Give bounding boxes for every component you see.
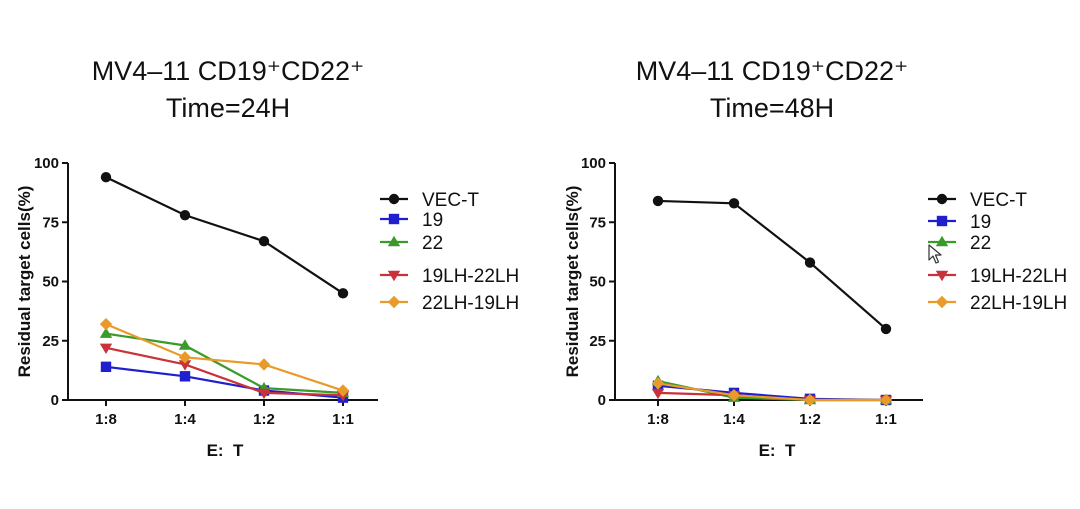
chart-48h: MV4–11 CD19⁺CD22⁺ Time=48H 0 25 50 75 100 1:8 1:… [563, 56, 1067, 460]
data-point [879, 393, 893, 407]
data-point [178, 339, 192, 350]
series-line [105, 176, 344, 295]
data-point [179, 371, 191, 382]
legend-item: 22 [928, 233, 991, 254]
series-19LH-22LH [99, 343, 350, 402]
x-axis-label: E: T [759, 441, 796, 460]
chart-title-line-2: Time=24H [166, 93, 290, 123]
legend-label: VEC-T [422, 190, 479, 211]
x-tick-label: 1:2 [799, 411, 821, 428]
data-point [880, 323, 892, 335]
legend-marker [387, 270, 401, 282]
chart-title-line-1: MV4–11 CD19⁺CD22⁺ [92, 56, 365, 86]
x-tick-label: 1:8 [647, 411, 669, 428]
legend-marker [935, 235, 949, 247]
data-point [99, 317, 113, 331]
legend-label: 19LH-22LH [970, 266, 1067, 287]
y-tick-label: 25 [42, 333, 59, 350]
legend-label: VEC-T [970, 190, 1027, 211]
mouse-cursor-icon [928, 244, 942, 264]
data-point [179, 209, 191, 221]
series-line [657, 199, 887, 330]
y-axis-label: Residual target cells(%) [15, 186, 34, 378]
data-point [257, 388, 271, 400]
legend-label: 19LH-22LH [422, 266, 519, 287]
series-line [105, 323, 344, 392]
data-point [651, 377, 665, 390]
series-VEC-T [652, 195, 892, 335]
legend-item: VEC-T [380, 190, 479, 211]
x-tick-label: 1:8 [95, 411, 117, 428]
data-point [803, 393, 817, 407]
y-tick-label: 0 [598, 392, 606, 409]
legend-item: 19 [380, 210, 443, 231]
legend-item: 22 [380, 233, 443, 254]
data-point [99, 327, 113, 338]
data-point [337, 288, 349, 299]
x-axis-label: E: T [207, 441, 244, 460]
legend-item: 19LH-22LH [928, 266, 1067, 287]
chart-24h: MV4–11 CD19⁺CD22⁺ Time=24H 0 25 50 75 100 1:8 1:… [15, 56, 519, 460]
data-point [100, 172, 112, 183]
legend-item: VEC-T [928, 190, 1027, 211]
data-point [100, 361, 112, 373]
y-tick-label: 75 [589, 214, 606, 231]
legend-label: 22 [422, 233, 443, 254]
data-point [336, 384, 350, 397]
data-point [651, 388, 665, 400]
legend-label: 19 [422, 210, 443, 231]
data-point [804, 257, 816, 268]
y-tick-label: 100 [34, 155, 59, 172]
x-tick-label: 1:2 [253, 411, 275, 428]
legend-marker [936, 215, 948, 227]
legend-label: 22 [970, 233, 991, 254]
legend-marker [935, 270, 949, 282]
legend-marker [936, 193, 948, 205]
series-line [105, 365, 344, 399]
legend-item: 19 [928, 212, 991, 233]
x-tick-label: 1:4 [723, 411, 745, 428]
y-axis-label: Residual target cells(%) [563, 186, 582, 378]
y-tick-label: 75 [42, 214, 59, 231]
legend-item: 22LH-19LH [928, 293, 1067, 314]
x-tick-label: 1:4 [174, 411, 196, 428]
series-22LH-19LH [651, 377, 893, 407]
x-tick-label: 1:1 [875, 411, 897, 428]
data-point [99, 343, 113, 355]
y-tick-label: 25 [589, 333, 606, 350]
data-point [728, 198, 740, 209]
y-tick-label: 0 [51, 392, 59, 409]
legend-marker [388, 193, 400, 205]
series-VEC-T [100, 172, 349, 299]
data-point [178, 360, 192, 371]
legend-label: 22LH-19LH [970, 293, 1067, 314]
chart-title-line-1: MV4–11 CD19⁺CD22⁺ [636, 56, 909, 86]
data-point [652, 195, 664, 207]
legend-marker [387, 295, 401, 309]
data-point [257, 358, 271, 371]
legend-label: 19 [970, 212, 991, 233]
series-22LH-19LH [99, 317, 350, 397]
legend-marker [387, 235, 401, 247]
chart-title-line-2: Time=48H [710, 93, 834, 123]
y-tick-label: 50 [589, 274, 606, 291]
legend-label: 22LH-19LH [422, 293, 519, 314]
data-point [727, 389, 741, 402]
data-point [258, 236, 270, 247]
legend-marker [935, 295, 949, 309]
y-tick-label: 100 [581, 155, 606, 172]
data-point [178, 351, 192, 364]
legend-item: 22LH-19LH [380, 293, 519, 314]
legend-marker [388, 213, 400, 225]
series-line [657, 382, 886, 402]
x-tick-label: 1:1 [332, 411, 354, 428]
series-line [105, 346, 344, 397]
legend-item: 19LH-22LH [380, 266, 519, 287]
y-tick-label: 50 [42, 274, 59, 291]
